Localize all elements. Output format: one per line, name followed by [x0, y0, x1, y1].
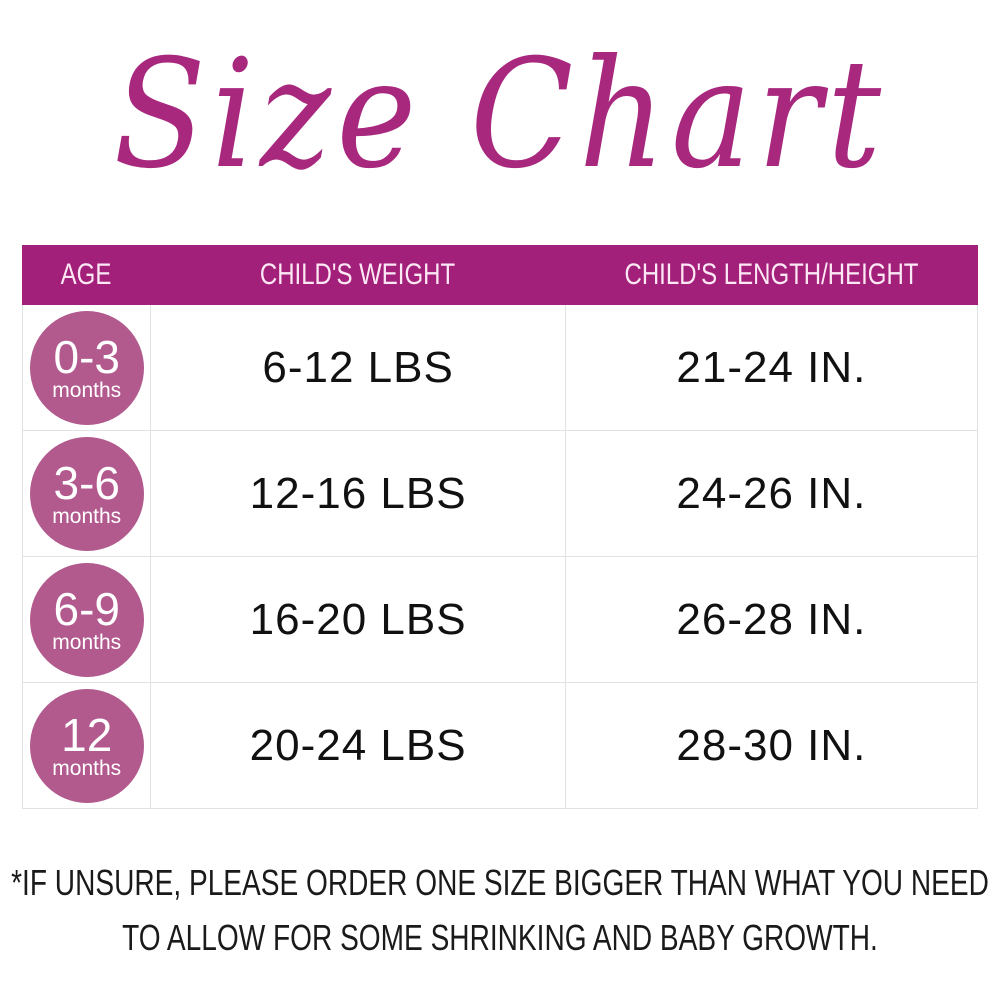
age-unit: months — [52, 504, 122, 528]
footnote-line-2: TO ALLOW FOR SOME SHRINKING AND BABY GRO… — [122, 917, 878, 958]
weight-cell: 16-20 LBS — [151, 557, 566, 682]
weight-value: 6-12 LBS — [262, 342, 454, 392]
age-cell: 6-9 months — [23, 557, 152, 682]
table-row: 0-3 months 6-12 LBS 21-24 IN. — [22, 305, 978, 431]
length-value: 26-28 IN. — [676, 594, 867, 644]
header-age: AGE — [60, 258, 112, 291]
age-unit: months — [52, 756, 122, 780]
page-title: Size Chart — [113, 28, 887, 202]
age-value: 0-3 — [53, 330, 120, 383]
age-badge: 0-3 months — [29, 310, 144, 425]
weight-value: 16-20 LBS — [249, 594, 467, 644]
weight-cell: 20-24 LBS — [151, 683, 566, 808]
age-badge: 6-9 months — [29, 562, 144, 677]
age-unit: months — [52, 378, 122, 402]
length-cell: 26-28 IN. — [566, 557, 977, 682]
length-cell: 28-30 IN. — [566, 683, 977, 808]
footnote-line-1: *IF UNSURE, PLEASE ORDER ONE SIZE BIGGER… — [11, 862, 989, 903]
length-value: 28-30 IN. — [676, 720, 867, 770]
length-cell: 21-24 IN. — [566, 305, 977, 430]
age-value: 6-9 — [53, 582, 120, 635]
length-value: 24-26 IN. — [676, 468, 867, 518]
length-cell: 24-26 IN. — [566, 431, 977, 556]
weight-value: 12-16 LBS — [249, 468, 467, 518]
age-value: 12 — [61, 708, 113, 761]
size-table: AGE CHILD'S WEIGHT CHILD'S LENGTH/HEIGHT… — [22, 245, 978, 809]
age-cell: 3-6 months — [23, 431, 152, 556]
weight-cell: 6-12 LBS — [151, 305, 566, 430]
age-badge: 12 months — [29, 688, 144, 803]
age-value: 3-6 — [53, 456, 120, 509]
header-weight: CHILD'S WEIGHT — [259, 258, 456, 291]
table-row: 6-9 months 16-20 LBS 26-28 IN. — [22, 557, 978, 683]
header-length: CHILD'S LENGTH/HEIGHT — [624, 258, 919, 291]
table-row: 12 months 20-24 LBS 28-30 IN. — [22, 683, 978, 809]
weight-cell: 12-16 LBS — [151, 431, 566, 556]
table-row: 3-6 months 12-16 LBS 24-26 IN. — [22, 431, 978, 557]
table-header: AGE CHILD'S WEIGHT CHILD'S LENGTH/HEIGHT — [22, 245, 978, 305]
age-badge: 3-6 months — [29, 436, 144, 551]
age-cell: 0-3 months — [23, 305, 152, 430]
age-cell: 12 months — [23, 683, 152, 808]
length-value: 21-24 IN. — [676, 342, 867, 392]
age-unit: months — [52, 630, 122, 654]
weight-value: 20-24 LBS — [249, 720, 467, 770]
